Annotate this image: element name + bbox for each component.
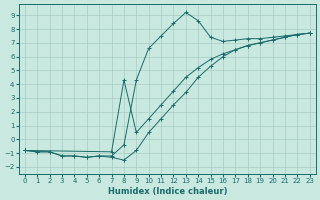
- X-axis label: Humidex (Indice chaleur): Humidex (Indice chaleur): [108, 187, 227, 196]
